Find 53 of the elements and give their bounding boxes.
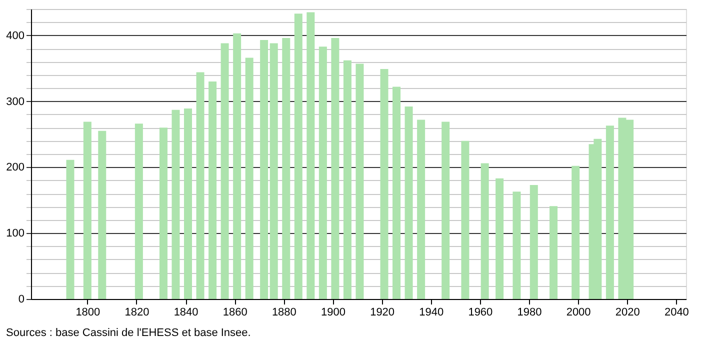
y-tick-label: 400 [6, 30, 24, 42]
bar [331, 38, 340, 299]
source-note: Sources : base Cassini de l'EHESS et base Insee. [6, 327, 251, 339]
bar [606, 126, 614, 299]
y-tick-label: 300 [6, 96, 24, 108]
bar [270, 43, 278, 299]
bar [572, 166, 580, 299]
bar [318, 46, 327, 299]
x-tick-label: 1880 [272, 306, 296, 318]
bar [98, 130, 106, 299]
x-tick-label: 1960 [468, 306, 493, 318]
bar [159, 128, 168, 299]
bar [196, 72, 204, 299]
bar [306, 12, 315, 299]
x-tick-label: 2020 [615, 306, 640, 318]
bar [461, 140, 470, 299]
bar [356, 64, 364, 299]
bar [550, 206, 558, 299]
bar [417, 120, 426, 299]
bar [380, 68, 388, 299]
x-tick-label: 1820 [124, 306, 150, 318]
bar [294, 14, 302, 299]
bar [480, 163, 489, 299]
x-tick-label: 1800 [76, 306, 100, 318]
y-tick-label: 100 [6, 228, 24, 240]
bar [66, 160, 74, 299]
y-tick-label: 200 [6, 162, 24, 174]
bar [512, 192, 521, 299]
bar [530, 184, 538, 299]
y-tick-label: 0 [18, 294, 24, 306]
x-tick-label: 1920 [370, 306, 395, 318]
bar [134, 124, 143, 299]
x-tick-label: 2000 [566, 306, 591, 318]
x-tick-label: 2040 [664, 306, 689, 318]
bar [220, 43, 229, 299]
bar [172, 110, 180, 299]
x-tick-label: 1980 [517, 306, 542, 318]
bar [184, 108, 192, 299]
x-tick-label: 1860 [222, 306, 248, 318]
bar [404, 106, 413, 299]
bar [282, 38, 290, 299]
bar [245, 58, 254, 299]
x-tick-label: 1940 [419, 306, 444, 318]
bar [392, 86, 401, 299]
bar [233, 33, 242, 299]
x-tick-label: 1900 [321, 306, 346, 318]
bar [343, 60, 352, 299]
bar [496, 178, 504, 299]
bar [442, 122, 450, 299]
bar [83, 122, 92, 299]
bar [260, 40, 268, 299]
bar [208, 82, 217, 299]
x-tick-label: 1840 [174, 306, 198, 318]
